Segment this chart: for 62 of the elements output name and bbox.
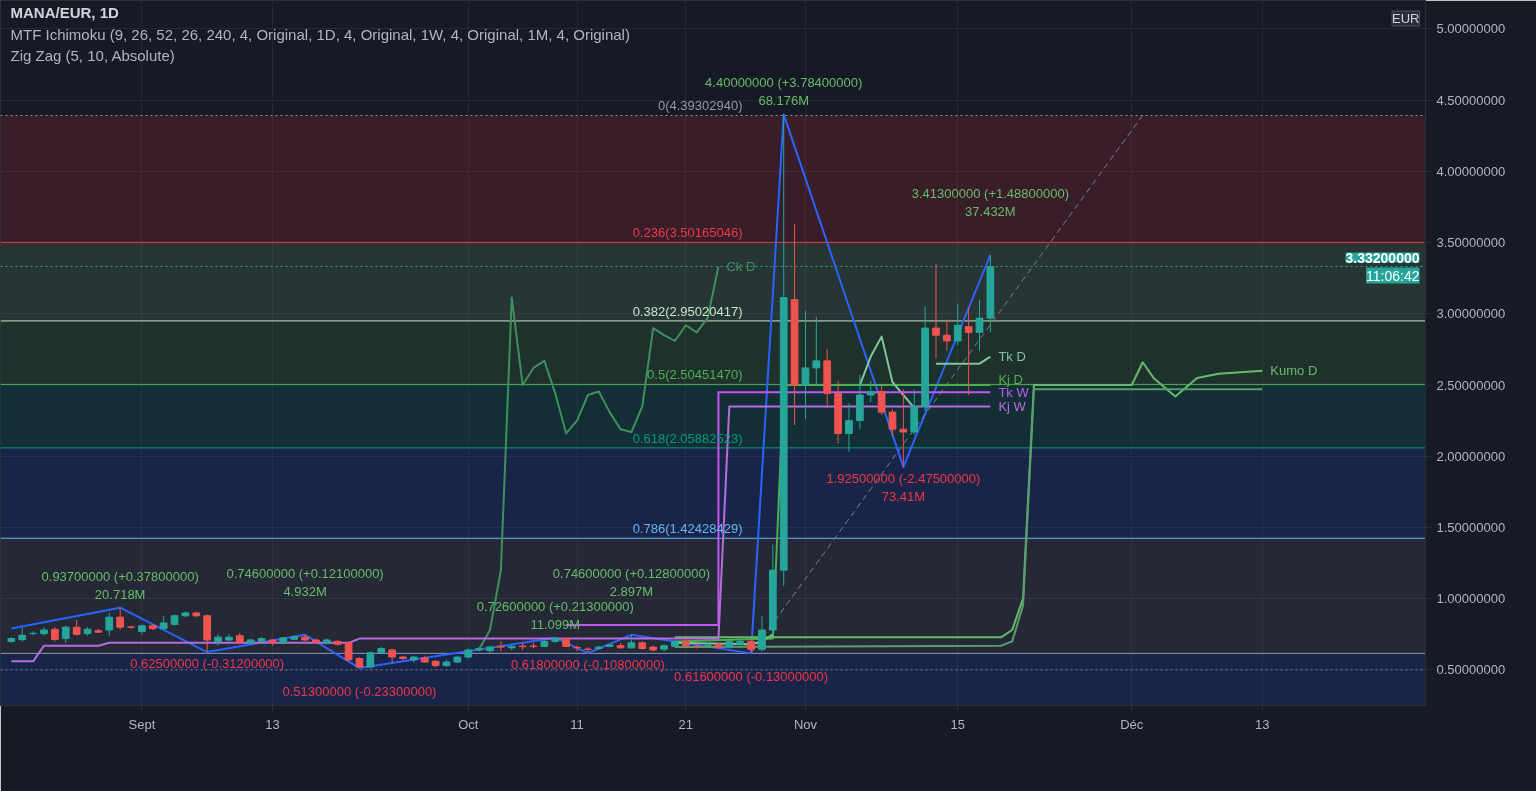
candlestick	[105, 612, 114, 637]
y-tick-label: 2.50000000	[1436, 377, 1506, 393]
y-tick-label: 1.00000000	[1436, 591, 1506, 607]
ref-line-label: 0.236(3.50165046)	[632, 225, 743, 241]
candlestick	[975, 299, 984, 352]
annotation: 0.61600000 (-0.13000000)	[674, 669, 829, 685]
series-label: Tk W	[998, 384, 1030, 400]
y-tick-label: 5.00000000	[1436, 21, 1506, 37]
candlestick	[116, 607, 125, 631]
candlestick	[932, 263, 940, 359]
candlestick	[214, 633, 222, 647]
annotation: EUR	[1392, 11, 1420, 26]
annotation: 0.93700000 (+0.37800000) 20.718M	[41, 568, 199, 602]
x-tick-label: 13	[265, 716, 280, 732]
y-tick-label: 3.50000000	[1436, 235, 1506, 251]
x-tick-label: 13	[1255, 716, 1270, 732]
annotation: 0.74600000 (+0.12100000) 4.932M	[226, 565, 384, 599]
series-label: Tk D	[998, 349, 1026, 365]
annotation: 0.62500000 (-0.31200000)	[130, 656, 285, 672]
candlestick	[888, 408, 897, 437]
ref-line-label: 0.382(2.95020417)	[632, 303, 743, 319]
annotation: 0.74600000 (+0.12800000) 2.897M	[552, 565, 711, 599]
y-tick-label: 0.50000000	[1436, 662, 1506, 678]
y-tick-label: 1.50000000	[1436, 519, 1506, 535]
text: MTF Ichimoku (9, 26, 52, 26, 240, 4, Original, 1D, 4, Original, 1W, 4, Original, 1M, 4, Original)	[10, 26, 630, 43]
candlestick	[758, 615, 766, 652]
candlestick	[866, 380, 875, 403]
candlestick	[845, 403, 853, 453]
series-label: Kumo D	[1270, 363, 1318, 379]
candlestick	[899, 388, 908, 468]
ref-line-label: 0.5(2.50451470)	[647, 367, 743, 383]
series-label: Ck D	[726, 259, 756, 275]
annotation: 0.61800000 (-0.10800000)	[510, 657, 665, 673]
annotation: 3.41300000 (+1.48800000) 37.432M	[911, 186, 1070, 220]
y-tick-label: 3.00000000	[1436, 306, 1506, 322]
y-tick-label: 4.00000000	[1436, 163, 1506, 179]
candlestick	[801, 310, 810, 420]
x-tick-label: Oct	[458, 716, 479, 732]
candlestick	[584, 646, 592, 654]
annotation: 1.92500000 (-2.47500000) 73.41M	[826, 470, 981, 504]
x-tick-label: 21	[678, 716, 694, 732]
x-tick-label: Déc	[1120, 716, 1144, 732]
x-tick-label: 11	[570, 716, 584, 732]
annotation: 0.51300000 (-0.23300000)	[282, 684, 437, 700]
x-tick-label: Nov	[793, 716, 818, 732]
chart-title: MANA/EUR, 1D	[10, 4, 120, 21]
candlestick	[877, 384, 886, 416]
candlestick	[953, 303, 962, 346]
x-tick-label: Sept	[128, 716, 156, 732]
annotation: 3.33200000	[1345, 249, 1420, 266]
annotation: 11:06:42	[1366, 267, 1420, 284]
candlestick	[964, 306, 973, 396]
y-tick-label: 4.50000000	[1436, 92, 1506, 108]
annotation: Zig Zag (5, 10, Absolute)	[10, 47, 175, 64]
series-label: Kj W	[998, 398, 1027, 414]
x-tick-label: 15	[950, 716, 965, 732]
candlestick	[943, 319, 951, 352]
ref-line-label: 0(4.39302940)	[657, 98, 743, 114]
series-label: Kj D	[998, 371, 1023, 387]
y-tick-label: 2.00000000	[1436, 448, 1506, 464]
candlestick	[812, 316, 821, 386]
candlestick	[497, 640, 505, 652]
